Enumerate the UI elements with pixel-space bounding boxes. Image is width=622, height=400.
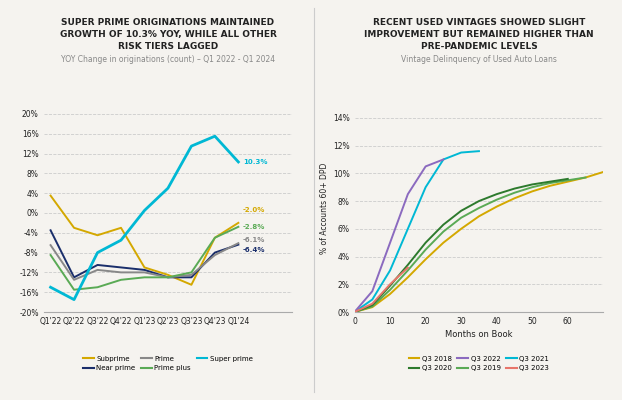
- Legend: Subprime, Near prime, Prime, Prime plus, Super prime: Subprime, Near prime, Prime, Prime plus,…: [80, 353, 256, 374]
- Text: SUPER PRIME ORIGINATIONS MAINTAINED: SUPER PRIME ORIGINATIONS MAINTAINED: [62, 18, 274, 27]
- X-axis label: Months on Book: Months on Book: [445, 330, 513, 339]
- Text: 10.3%: 10.3%: [243, 159, 267, 165]
- Text: GROWTH OF 10.3% YOY, WHILE ALL OTHER: GROWTH OF 10.3% YOY, WHILE ALL OTHER: [60, 30, 276, 39]
- Text: RISK TIERS LAGGED: RISK TIERS LAGGED: [118, 42, 218, 51]
- Text: Vintage Delinquency of Used Auto Loans: Vintage Delinquency of Used Auto Loans: [401, 55, 557, 64]
- Text: PRE-PANDEMIC LEVELS: PRE-PANDEMIC LEVELS: [420, 42, 537, 51]
- Text: IMPROVEMENT BUT REMAINED HIGHER THAN: IMPROVEMENT BUT REMAINED HIGHER THAN: [364, 30, 594, 39]
- Text: -2.8%: -2.8%: [243, 224, 266, 230]
- Text: YOY Change in originations (count) – Q1 2022 - Q1 2024: YOY Change in originations (count) – Q1 …: [61, 55, 275, 64]
- Text: -6.1%: -6.1%: [243, 237, 266, 243]
- Legend: Q3 2018, Q3 2020, Q3 2022, Q3 2019, Q3 2021, Q3 2023: Q3 2018, Q3 2020, Q3 2022, Q3 2019, Q3 2…: [406, 353, 552, 374]
- Text: -6.4%: -6.4%: [243, 247, 266, 253]
- Text: -2.0%: -2.0%: [243, 208, 266, 214]
- Y-axis label: % of Accounts 60+ DPD: % of Accounts 60+ DPD: [320, 162, 329, 254]
- Text: RECENT USED VINTAGES SHOWED SLIGHT: RECENT USED VINTAGES SHOWED SLIGHT: [373, 18, 585, 27]
